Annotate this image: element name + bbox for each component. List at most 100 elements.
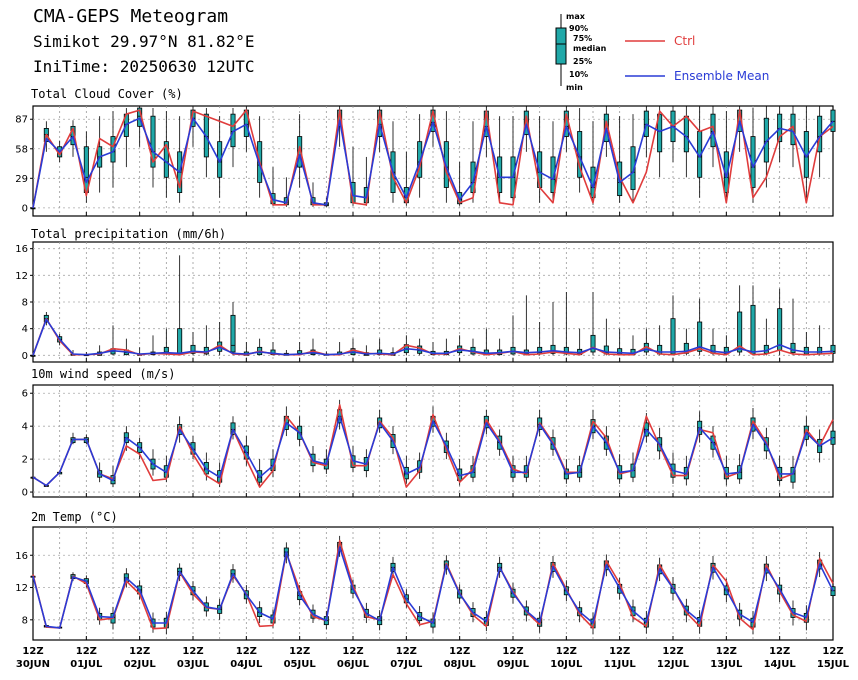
iqr-box: [817, 346, 823, 355]
y-tick-label: 87: [15, 115, 28, 126]
iqr-box: [803, 346, 809, 355]
box-plot: [657, 325, 663, 356]
iqr-box: [190, 344, 196, 354]
box-plot: [163, 328, 169, 356]
box-plot: [177, 116, 183, 203]
x-tick-label: 12Z: [609, 646, 630, 657]
x-tick-label: 12Z: [769, 646, 790, 657]
box-plot: [150, 335, 156, 356]
box-plot: [830, 421, 836, 451]
x-tick-label: 05JUL: [284, 659, 317, 670]
iqr-box: [630, 146, 636, 190]
ensemble-mean-line: [32, 318, 834, 356]
y-tick-label: 58: [15, 144, 28, 155]
iqr-box: [777, 308, 783, 351]
panel-2: Total precipitation (mm/6h) 0 4 8 12 16: [15, 227, 836, 363]
box-plot: [817, 325, 823, 356]
x-tick-label: 10JUL: [550, 659, 583, 670]
x-tick-label: 12Z: [449, 646, 470, 657]
box-plot: [537, 322, 543, 356]
box-plot: [217, 322, 223, 356]
box-plot: [510, 315, 516, 356]
x-tick-label: 12Z: [396, 646, 417, 657]
legend-box-label: 75%: [573, 34, 592, 43]
box-plot: [670, 295, 676, 356]
box-plot: [150, 108, 156, 188]
y-tick-label: 6: [22, 389, 28, 400]
x-tick-label: 12Z: [822, 646, 843, 657]
legend: max 90%75%median 25% 10% min Ctrl Ensemble Mea…: [555, 12, 769, 92]
y-tick-label: 0: [22, 203, 28, 214]
y-tick-label: 2: [22, 455, 28, 466]
iqr-box: [683, 115, 689, 153]
legend-box-upper: [555, 27, 567, 45]
y-tick-label: 4: [22, 324, 28, 335]
x-tick-label: 08JUL: [444, 659, 477, 670]
iqr-box: [790, 342, 796, 354]
box-plot: [617, 328, 623, 356]
box-plot: [750, 285, 756, 356]
x-tick-label: 07JUL: [390, 659, 423, 670]
iqr-box: [670, 318, 676, 355]
iqr-box: [697, 321, 703, 352]
box-plot: [30, 354, 36, 357]
iqr-box: [177, 328, 183, 355]
x-tick-label: 12Z: [236, 646, 257, 657]
box-plot: [230, 302, 236, 356]
x-tick-label: 09JUL: [497, 659, 530, 670]
iqr-box: [830, 109, 836, 132]
box-plot: [697, 411, 703, 443]
legend-box-label: min: [566, 83, 583, 92]
y-tick-label: 29: [15, 174, 28, 185]
box-plot: [603, 318, 609, 356]
x-tick-label: 14JUL: [764, 659, 797, 670]
box-plot: [577, 328, 583, 356]
box-plot: [483, 328, 489, 356]
x-tick-label: 15JUL: [817, 659, 850, 670]
box-plot: [203, 108, 209, 178]
y-tick-label: 8: [22, 298, 28, 309]
box-plot: [97, 116, 103, 193]
box-plot: [830, 106, 836, 147]
box-plot: [790, 298, 796, 356]
x-tick-label: 03JUL: [177, 659, 210, 670]
y-tick-label: 8: [22, 615, 28, 626]
panel-title: Total precipitation (mm/6h): [31, 227, 226, 241]
x-tick-label: 06JUL: [337, 659, 370, 670]
box-plot: [617, 116, 623, 203]
y-tick-label: 4: [22, 422, 28, 433]
x-tick-label: 12Z: [716, 646, 737, 657]
iqr-box: [523, 110, 529, 135]
x-tick-label: 12Z: [289, 646, 310, 657]
panel-4: 2m Temp (°C) 8 12 16: [15, 510, 836, 641]
box-plot: [643, 328, 649, 356]
iqr-box: [230, 422, 236, 435]
y-tick-label: 0: [22, 488, 28, 499]
legend-box-label: max: [566, 12, 586, 21]
y-tick-label: 12: [15, 271, 28, 282]
box-plot: [803, 106, 809, 198]
ensemble-mean-line: [32, 546, 834, 629]
legend-box-lower: [555, 43, 567, 65]
iqr-box: [150, 115, 156, 168]
y-tick-label: 16: [15, 551, 28, 562]
x-tick-label: 01JUL: [70, 659, 103, 670]
location-label: Simikot 29.97°N 81.82°E: [33, 32, 255, 51]
x-tick-label: 12Z: [182, 646, 203, 657]
legend-mean-label: Ensemble Mean: [674, 69, 769, 83]
y-tick-label: 12: [15, 583, 28, 594]
panel-1: Total Cloud Cover (%) 0 29 58 87: [15, 87, 836, 217]
y-tick-label: 0: [22, 351, 28, 362]
iqr-box: [550, 156, 556, 193]
box-plot: [630, 114, 636, 203]
x-tick-label: 11JUL: [604, 659, 637, 670]
x-tick-label: 12Z: [662, 646, 683, 657]
iqr-box: [617, 348, 623, 356]
box-plot: [523, 295, 529, 356]
iqr-box: [737, 311, 743, 353]
box-plot: [590, 292, 596, 356]
legend-ctrl-label: Ctrl: [674, 34, 695, 48]
box-plot: [457, 335, 463, 356]
box-plot: [563, 292, 569, 356]
